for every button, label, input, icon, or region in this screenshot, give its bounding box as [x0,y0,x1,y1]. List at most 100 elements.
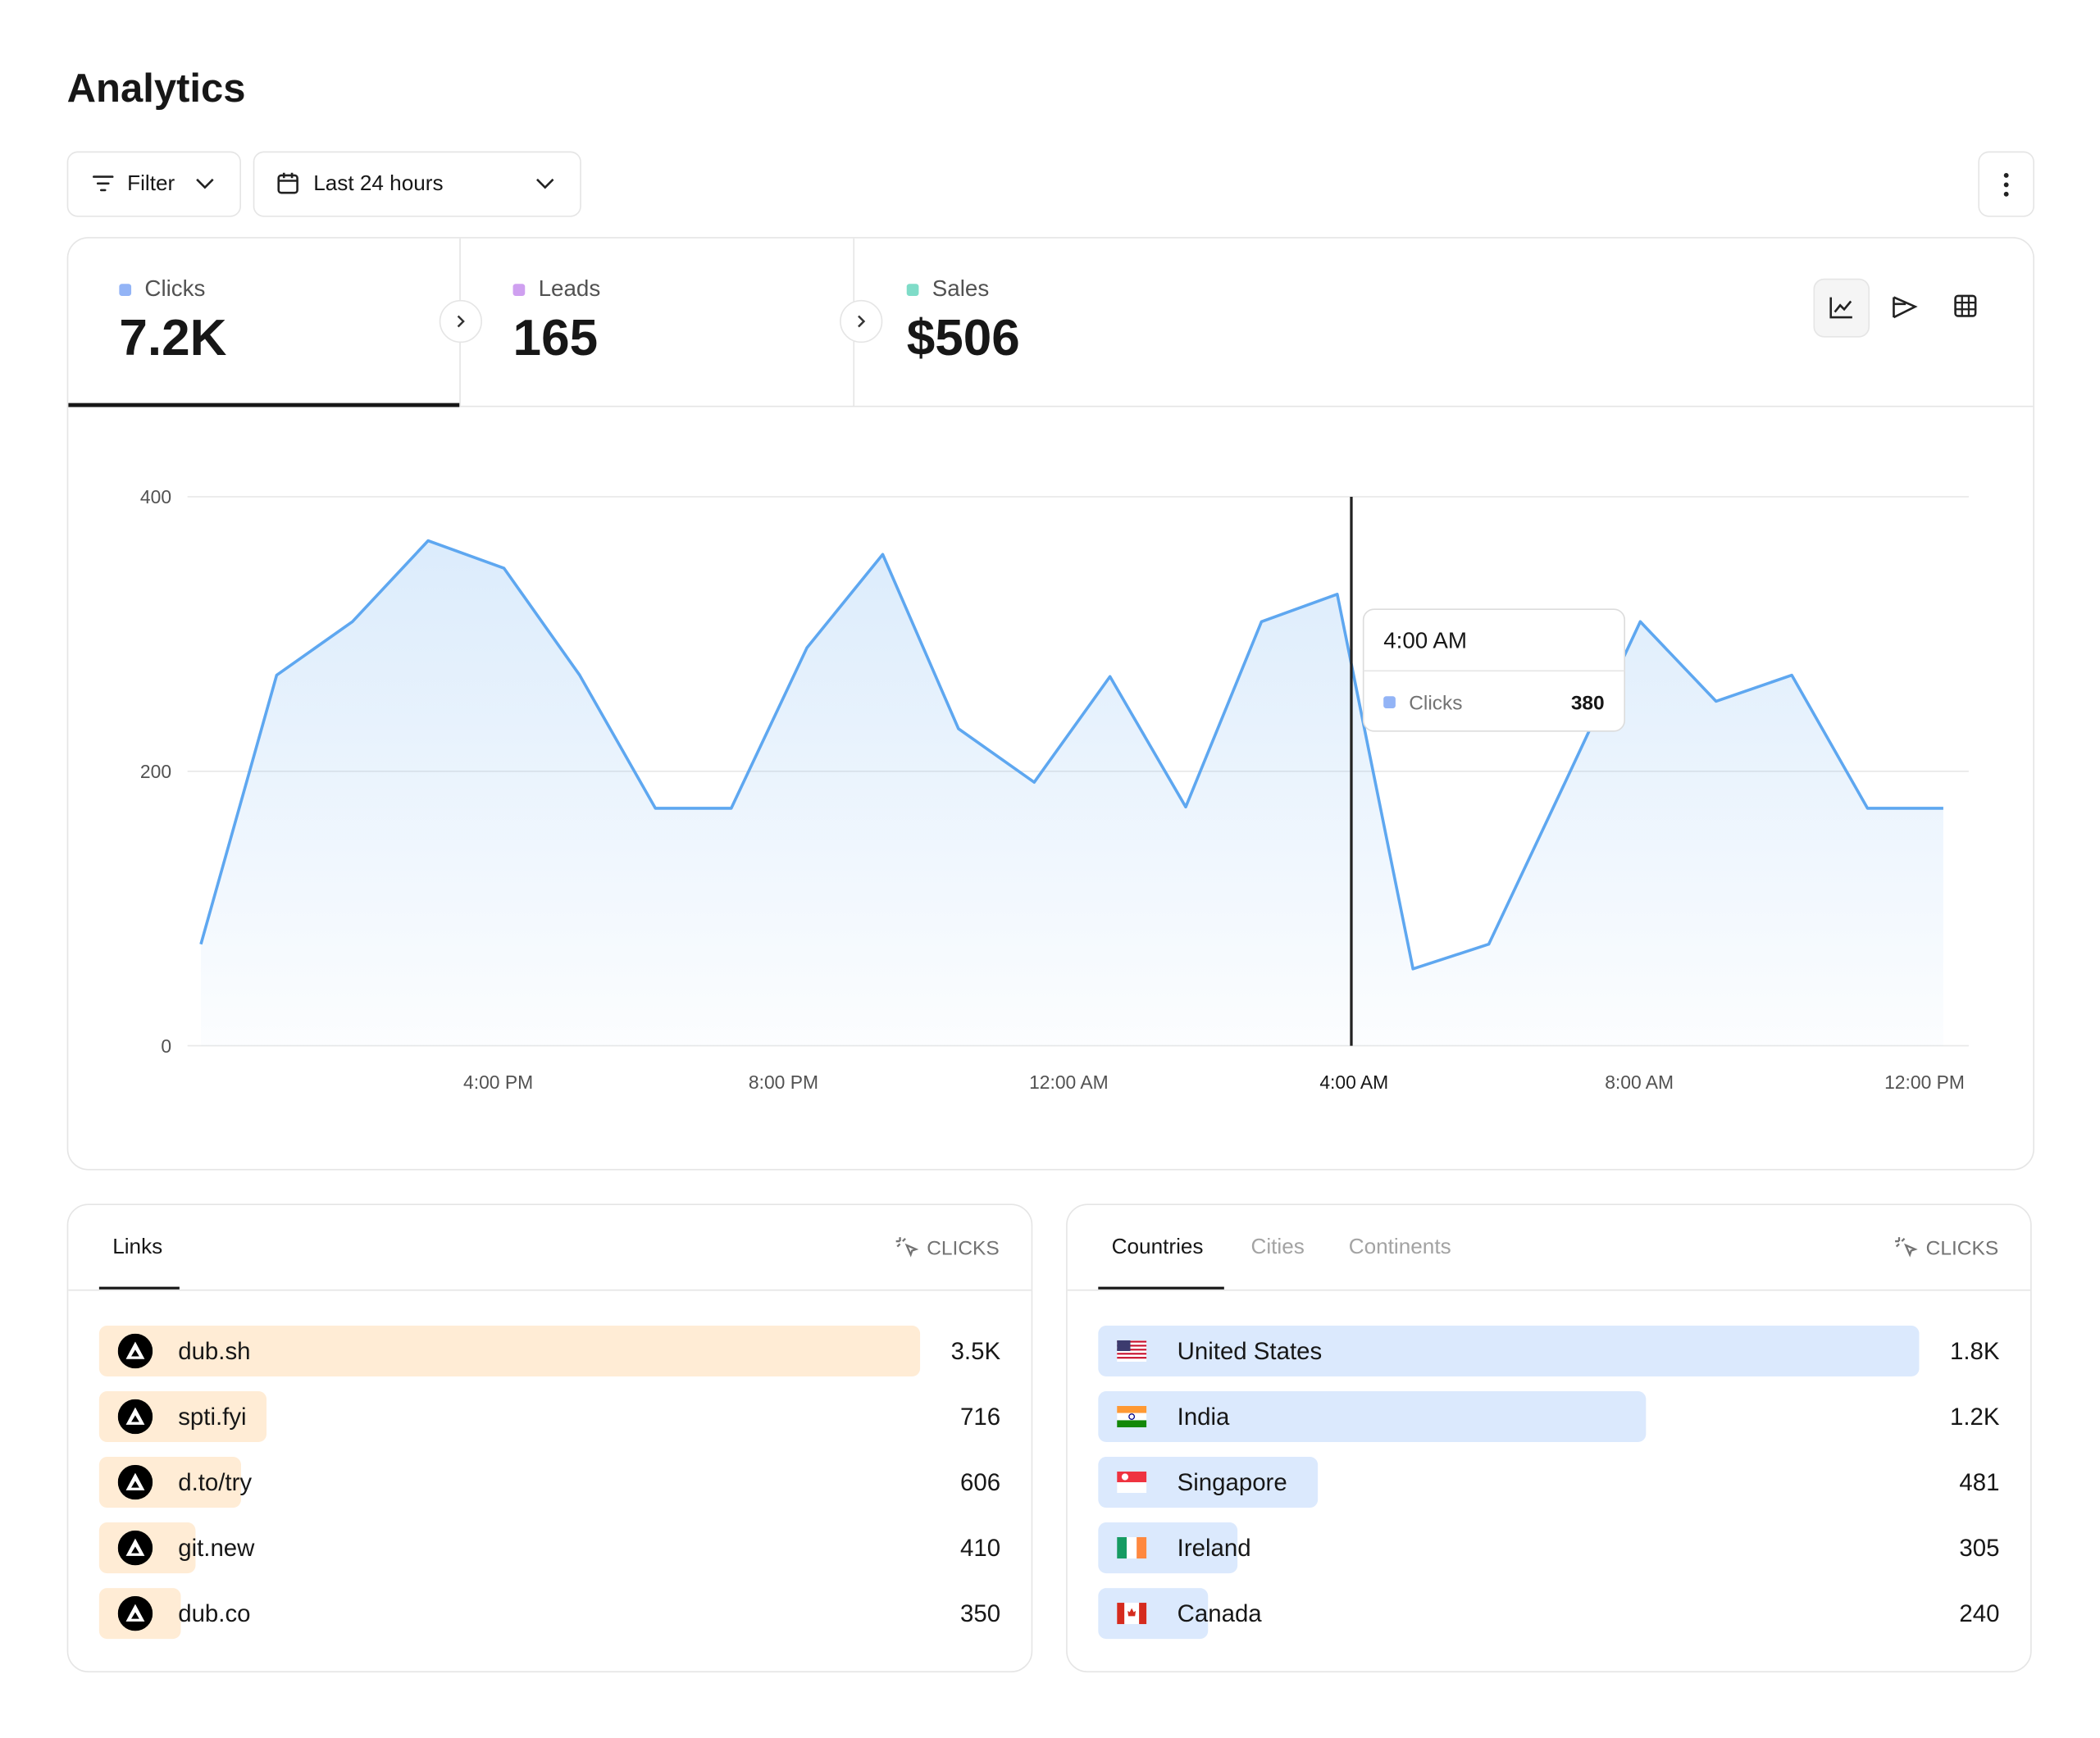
stat-label: Sales [906,275,1020,303]
metric-text: CLICKS [1925,1236,1999,1260]
row-value: 1.8K [1950,1337,2000,1365]
row-value: 350 [959,1599,1001,1627]
tab[interactable]: Cities [1250,1235,1305,1259]
country-flag [1117,1603,1147,1625]
tooltip-value: 380 [1571,693,1605,715]
next-button[interactable] [439,299,482,344]
chevron-right [858,315,866,328]
table-view-toggle[interactable] [1954,294,1978,318]
area [200,540,1943,1046]
divider [68,405,2034,407]
date-range-button[interactable]: Last 24 hours [253,151,581,217]
x-tick-label: 12:00 PM [1884,1071,1965,1093]
x-tick-label: 12:00 AM [1029,1071,1109,1093]
country-flag [1117,1340,1147,1363]
divider [68,1289,1032,1291]
link-favicon [117,1595,153,1631]
row-value: 481 [1959,1468,2000,1496]
cursor-icon [1895,1237,1918,1258]
filter-icon [93,175,114,192]
line [199,539,1943,971]
row-value: 240 [1959,1599,2000,1627]
active-tab-indicator [98,1286,180,1290]
x-tick-label: 4:00 AM [1319,1071,1388,1093]
stat-value: 165 [512,310,599,367]
x-tick-label: 8:00 AM [1605,1071,1674,1093]
bar [1098,1325,1920,1377]
list-row[interactable]: dub.co 350 [98,1588,1001,1640]
links-card: Links CLICKS dub.sh 3.5K spti.fyi 716 d.to/t… [66,1203,1033,1672]
more-icon [2003,172,2009,196]
filter-label: Filter [127,171,175,195]
cursor-icon [895,1237,919,1258]
link-favicon [117,1399,153,1435]
line-view-toggle[interactable] [1813,278,1870,338]
row-value: 1.2K [1950,1403,2000,1431]
stat-label-text: Sales [932,275,990,302]
stat-value: $506 [906,310,1020,367]
stat: Leads 165 [512,275,601,368]
bar [1098,1588,1208,1640]
chart: 0 200 400 4:00 PM 8:00 PM 12:00 AM 4:00 AM 8:00… [140,486,1969,1093]
stat-label-text: Leads [538,275,601,302]
chevron-right [457,315,465,328]
bar [1098,1457,1318,1508]
y-tick-label: 0 [161,1035,171,1057]
active-tab-indicator [68,403,460,407]
link-favicon [117,1530,153,1566]
metric-label: CLICKS [895,1236,1000,1260]
row-value: 716 [959,1403,1001,1431]
stat-label: Leads [512,275,601,303]
bar [1098,1390,1646,1443]
legend-swatch [512,283,526,296]
tab[interactable]: Continents [1348,1235,1451,1259]
list-row[interactable]: git.new 410 [98,1522,1001,1574]
more-button[interactable] [1978,151,2034,217]
next-button[interactable] [840,299,883,344]
page-title: Analytics [66,66,246,111]
list-row[interactable]: Ireland 305 [1098,1522,2000,1574]
tooltip-series: Clicks [1409,693,1462,715]
stat-label-text: Clicks [144,275,206,302]
metric-text: CLICKS [927,1236,1000,1260]
row-label: git.new [178,1534,255,1562]
list-row[interactable]: United States 1.8K [1098,1325,2000,1377]
stat-label: Clicks [119,275,226,303]
y-tick-label: 400 [140,486,171,507]
stat: Sales $506 [906,275,1020,368]
filter-button[interactable]: Filter [66,151,241,217]
row-label: India [1177,1403,1230,1431]
list-row[interactable]: Canada 240 [1098,1588,2000,1640]
row-value: 305 [1959,1534,2000,1562]
list-row[interactable]: Singapore 481 [1098,1457,2000,1508]
funnel-view-toggle[interactable] [1891,296,1918,319]
row-label: dub.co [178,1599,251,1627]
x-tick-label: 4:00 PM [463,1071,533,1093]
bar [98,1325,921,1377]
row-label: d.to/try [178,1468,253,1496]
country-flag [1117,1405,1147,1428]
tab[interactable]: Countries [1111,1235,1204,1259]
legend-swatch [119,283,132,296]
list-row[interactable]: India 1.2K [1098,1390,2000,1443]
list-row[interactable]: spti.fyi 716 [98,1390,1001,1443]
chevron [196,178,214,189]
x-tick-label: 8:00 PM [749,1071,818,1093]
list-row[interactable]: d.to/try 606 [98,1457,1001,1508]
row-value: 3.5K [950,1337,1001,1365]
legend-swatch [906,283,919,296]
tooltip-title: 4:00 AM [1383,628,1467,653]
row-label: spti.fyi [178,1403,247,1431]
link-favicon [117,1464,153,1500]
row-label: Singapore [1177,1468,1287,1496]
active-tab-indicator [1098,1286,1224,1290]
row-value: 606 [959,1468,1001,1496]
list-row[interactable]: dub.sh 3.5K [98,1325,1001,1377]
divider [1067,1289,2031,1291]
tab[interactable]: Links [112,1235,163,1259]
link-favicon [117,1333,153,1369]
metric-label: CLICKS [1893,1236,1998,1260]
row-value: 410 [959,1534,1001,1562]
